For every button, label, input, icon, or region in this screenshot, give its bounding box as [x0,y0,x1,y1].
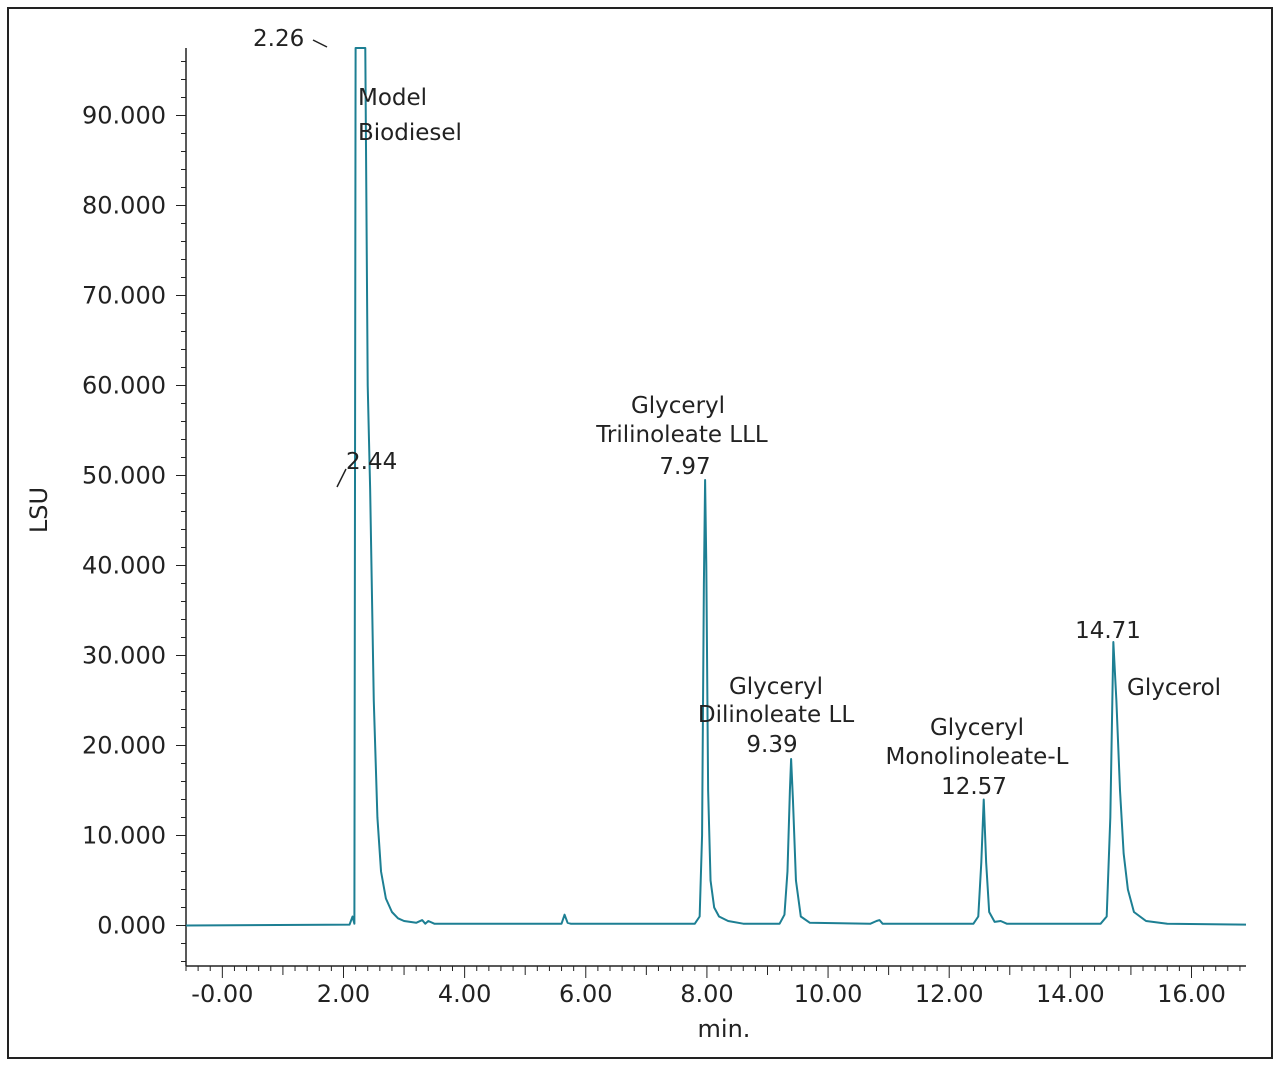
y-tick-label: 10.000 [82,822,166,850]
peak-12-57-name-line2: Monolinoleate-L [886,744,1069,770]
y-tick-label: 0.000 [97,912,166,940]
chromatogram-trace [185,47,1247,927]
y-tick-label: 40.000 [82,552,166,580]
peak-12-57-name-line1: Glyceryl [930,715,1024,741]
y-tick-label: 60.000 [82,372,166,400]
peak-2-44-name-line1: Model [358,85,427,111]
peak-7-97-name-line1: Glyceryl [631,393,725,419]
tick-labels: 0.000 10.000 20.000 30.000 40.000 50.000 60.00… [82,102,1226,1009]
y-tick-label: 30.000 [82,642,166,670]
x-tick-label: 12.00 [915,980,984,1008]
x-tick-label: 8.00 [680,980,733,1008]
axes [185,48,1246,967]
peak-14-71-label: 14.71 [1075,618,1141,644]
peak-12-57-label: 12.57 [941,774,1007,800]
peak-7-97-name-line2: Trilinoleate LLL [595,422,768,448]
x-tick-label: 6.00 [559,980,612,1008]
x-tick-label: 10.00 [794,980,863,1008]
peak-2-26-label: 2.26 [253,26,304,52]
y-tick-label: 20.000 [82,732,166,760]
peak-2-44-name-line2: Biodiesel [358,120,462,146]
peak-7-97-label: 7.97 [659,454,710,480]
outer-frame [7,7,1273,1059]
peak-9-39-name-line1: Glyceryl [729,674,823,700]
peak-9-39-label: 9.39 [746,732,797,758]
x-tick-label: 2.00 [317,980,370,1008]
peak-2-26-leader [312,39,328,48]
y-axis-title: LSU [25,487,53,533]
y-tick-label: 70.000 [82,282,166,310]
x-tick-label: 4.00 [438,980,491,1008]
x-tick-label: 14.00 [1036,980,1105,1008]
x-tick-label: 16.00 [1157,980,1226,1008]
x-tick-label: -0.00 [191,980,253,1008]
y-tick-label: 50.000 [82,462,166,490]
peak-14-71-name-line1: Glycerol [1127,675,1221,701]
peak-9-39-name-line2: Dilinoleate LL [698,702,854,728]
y-tick-label: 80.000 [82,192,166,220]
y-tick-label: 90.000 [82,102,166,130]
peak-annotations: 2.26 Model Biodiesel 2.44 Glyceryl Trili… [253,26,1221,800]
x-axis-title: min. [698,1015,751,1043]
peak-2-44-label: 2.44 [346,449,397,475]
peak-2-44-leader [336,468,347,488]
tick-marks [176,61,1241,978]
